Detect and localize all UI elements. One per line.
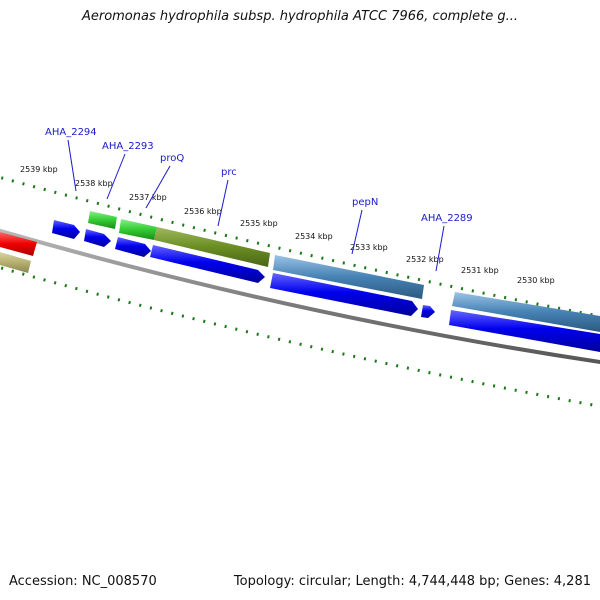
gene-label: prc: [221, 167, 237, 178]
feature-green-2: [119, 219, 157, 240]
backbone-ring: [0, 228, 600, 365]
cds-arrow: [421, 305, 435, 318]
cds-arrow: [115, 237, 151, 257]
gene-labels: AHA_2294 AHA_2293 proQ prc pepN AHA_2289: [45, 127, 473, 272]
feature-red: [0, 232, 37, 256]
gene-label: AHA_2294: [45, 127, 97, 138]
tick-label: 2535 kbp: [240, 219, 278, 228]
gene-label: proQ: [160, 153, 184, 164]
cds-arrow: [449, 310, 600, 352]
cds-arrow: [84, 229, 111, 247]
tick-label: 2532 kbp: [406, 255, 444, 264]
cds-arrow: [150, 245, 265, 283]
feature-track: [0, 211, 600, 332]
genome-summary-text: Topology: circular; Length: 4,744,448 bp…: [233, 574, 591, 589]
cds-arrow: [270, 273, 418, 316]
feature-steelblue-2: [452, 292, 600, 332]
gene-leader-line: [217, 179, 229, 227]
tick-label: 2538 kbp: [75, 179, 113, 188]
gene-label: AHA_2289: [421, 213, 473, 224]
gene-leader-line: [145, 165, 171, 209]
tick-label: 2539 kbp: [20, 165, 58, 174]
gene-leader-line: [351, 209, 363, 255]
feature-khaki: [0, 252, 31, 273]
tick-labels: 2539 kbp 2538 kbp 2537 kbp 2536 kbp 2535 kbp…: [20, 165, 555, 285]
tick-label: 2537 kbp: [129, 193, 167, 202]
map-title: Aeromonas hydrophila subsp. hydrophila A…: [81, 9, 519, 24]
tick-label: 2534 kbp: [295, 232, 333, 241]
tick-label: 2536 kbp: [184, 207, 222, 216]
feature-olive: [154, 227, 270, 267]
accession-text: Accession: NC_008570: [9, 574, 157, 589]
gene-label: pepN: [352, 197, 378, 208]
gene-leader-line: [67, 139, 77, 192]
outer-tick-ring: [0, 175, 600, 318]
tick-label: 2530 kbp: [517, 276, 555, 285]
feature-green-1: [88, 211, 117, 229]
tick-label: 2533 kbp: [350, 243, 388, 252]
feature-steelblue-1: [273, 255, 424, 299]
tick-label: 2531 kbp: [461, 266, 499, 275]
gene-label: AHA_2293: [102, 141, 154, 152]
gene-leader-line: [106, 153, 126, 200]
gene-leader-line: [435, 225, 445, 272]
cds-track: [52, 220, 600, 352]
cds-arrow: [52, 220, 80, 239]
